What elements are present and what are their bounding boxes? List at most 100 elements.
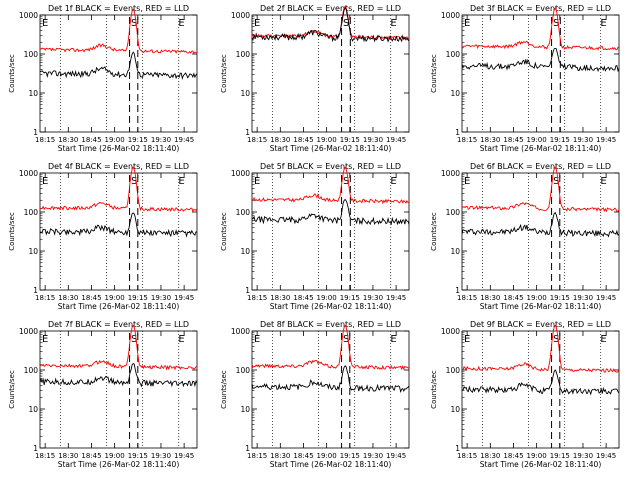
y-tick-label: 1 — [33, 286, 38, 295]
x-tick-label: 19:30 — [573, 452, 593, 460]
y-tick-label: 100 — [446, 366, 461, 375]
lld-series-line — [461, 7, 620, 51]
plot-frame — [251, 172, 410, 291]
x-tick-label: 18:15 — [35, 136, 55, 144]
x-axis-label: Start Time (26-Mar-02 18:11:40) — [480, 302, 602, 311]
x-axis-label: Start Time (26-Mar-02 18:11:40) — [270, 144, 392, 153]
x-tick-label: 18:45 — [293, 136, 313, 144]
event-marker-e: E — [600, 176, 606, 187]
x-tick-label: 18:15 — [247, 136, 267, 144]
y-tick-label: 10 — [240, 247, 250, 256]
event-marker-s: S — [131, 334, 137, 345]
y-tick-label: 10 — [28, 405, 38, 414]
x-tick-label: 18:30 — [480, 136, 500, 144]
x-tick-label: 18:15 — [457, 452, 477, 460]
x-tick-label: 19:15 — [550, 136, 570, 144]
x-tick-label: 18:30 — [58, 294, 78, 302]
y-axis-label: Counts/sec — [220, 370, 228, 409]
y-tick-label: 10 — [450, 89, 460, 98]
y-axis-label: Counts/sec — [8, 212, 16, 251]
event-marker-e: E — [464, 176, 470, 187]
lld-series-line — [462, 324, 620, 373]
panel-title: Det 1f BLACK = Events, RED = LLD — [48, 4, 189, 13]
y-tick-label: 1 — [245, 286, 250, 295]
events-series-line — [251, 365, 410, 393]
event-marker-e: E — [390, 176, 396, 187]
x-tick-label: 18:45 — [81, 136, 101, 144]
x-tick-label: 18:45 — [503, 136, 523, 144]
y-axis-label: Counts/sec — [430, 370, 438, 409]
event-marker-s: S — [343, 18, 349, 29]
y-tick-label: 100 — [446, 208, 461, 217]
x-tick-label: 19:00 — [317, 136, 337, 144]
lld-series-line — [461, 166, 620, 213]
event-marker-e: E — [254, 176, 260, 187]
y-tick-label: 10 — [450, 405, 460, 414]
x-tick-label: 18:15 — [457, 294, 477, 302]
event-marker-s: S — [553, 176, 559, 187]
event-marker-e: E — [254, 18, 260, 29]
event-marker-s: S — [131, 176, 137, 187]
x-tick-label: 19:15 — [128, 136, 148, 144]
x-tick-label: 19:00 — [105, 294, 125, 302]
y-tick-label: 100 — [236, 208, 251, 217]
y-tick-label: 1 — [455, 128, 460, 137]
event-marker-e: E — [42, 18, 48, 29]
event-marker-s: S — [553, 334, 559, 345]
events-series-line — [39, 212, 198, 238]
y-tick-label: 100 — [236, 366, 251, 375]
x-tick-label: 18:30 — [270, 452, 290, 460]
x-tick-label: 19:45 — [386, 294, 406, 302]
x-axis-label: Start Time (26-Mar-02 18:11:40) — [270, 460, 392, 469]
event-marker-e: E — [178, 176, 184, 187]
y-tick-label: 1000 — [231, 169, 250, 178]
panel-title: Det 2f BLACK = Events, RED = LLD — [260, 4, 401, 13]
x-tick-label: 19:45 — [596, 136, 616, 144]
x-tick-label: 19:15 — [128, 294, 148, 302]
x-tick-label: 19:00 — [317, 294, 337, 302]
y-tick-label: 1000 — [441, 11, 460, 20]
events-series-line — [461, 211, 620, 238]
panel-title: Det 8f BLACK = Events, RED = LLD — [260, 320, 401, 329]
x-axis-label: Start Time (26-Mar-02 18:11:40) — [480, 460, 602, 469]
panel-title: Det 7f BLACK = Events, RED = LLD — [48, 320, 189, 329]
y-tick-label: 1000 — [19, 169, 38, 178]
x-tick-label: 19:15 — [340, 452, 360, 460]
x-tick-label: 19:00 — [105, 452, 125, 460]
events-series-line — [251, 6, 410, 43]
events-series-line — [251, 198, 410, 226]
y-tick-label: 10 — [450, 247, 460, 256]
event-marker-s: S — [343, 334, 349, 345]
y-tick-label: 1 — [245, 128, 250, 137]
x-tick-label: 19:45 — [596, 452, 616, 460]
event-marker-e: E — [464, 334, 470, 345]
x-axis-label: Start Time (26-Mar-02 18:11:40) — [58, 302, 180, 311]
x-tick-label: 19:45 — [174, 452, 194, 460]
y-tick-label: 100 — [24, 50, 39, 59]
x-tick-label: 18:45 — [503, 452, 523, 460]
x-tick-label: 19:45 — [174, 294, 194, 302]
event-marker-e: E — [464, 18, 470, 29]
panel-title: Det 5f BLACK = Events, RED = LLD — [260, 162, 401, 171]
y-tick-label: 100 — [24, 208, 39, 217]
x-tick-label: 18:30 — [58, 136, 78, 144]
x-tick-label: 19:00 — [317, 452, 337, 460]
x-tick-label: 18:15 — [35, 452, 55, 460]
plot-frame — [461, 14, 620, 133]
event-marker-s: S — [553, 18, 559, 29]
x-tick-label: 18:15 — [457, 136, 477, 144]
y-tick-label: 1000 — [441, 327, 460, 336]
x-tick-label: 19:15 — [340, 294, 360, 302]
x-tick-label: 19:30 — [151, 452, 171, 460]
event-marker-e: E — [390, 18, 396, 29]
lld-series-line — [39, 166, 198, 213]
x-tick-label: 19:30 — [363, 136, 383, 144]
x-tick-label: 19:15 — [550, 294, 570, 302]
y-axis-label: Counts/sec — [430, 54, 438, 93]
